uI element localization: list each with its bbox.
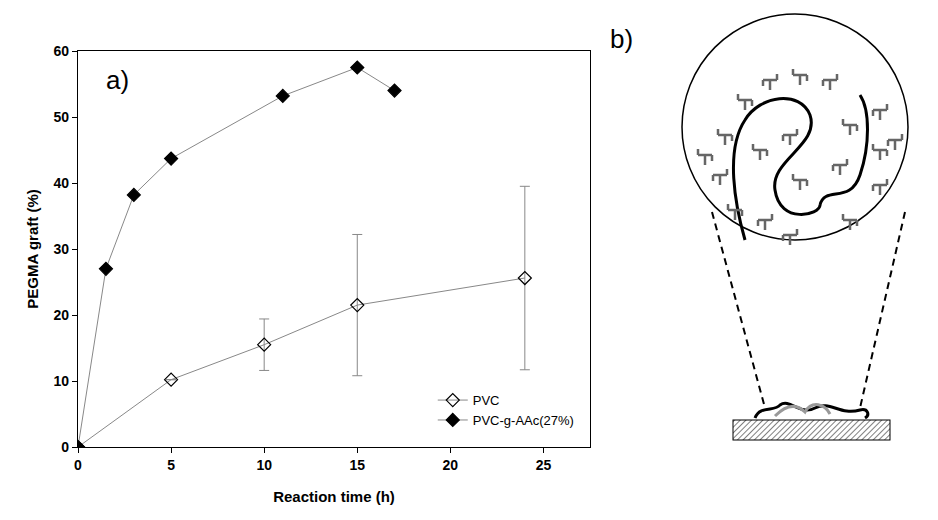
svg-text:20: 20	[54, 307, 70, 323]
svg-text:0: 0	[61, 439, 69, 455]
svg-text:PVC-g-AAc(27%): PVC-g-AAc(27%)	[473, 413, 574, 428]
svg-text:PEGMA graft (%): PEGMA graft (%)	[24, 189, 41, 308]
svg-text:0: 0	[74, 457, 82, 473]
svg-text:PVC: PVC	[473, 393, 500, 408]
svg-text:15: 15	[349, 457, 365, 473]
svg-text:60: 60	[54, 43, 70, 59]
svg-text:50: 50	[54, 109, 70, 125]
svg-text:5: 5	[167, 457, 175, 473]
svg-text:a): a)	[106, 65, 129, 95]
svg-text:10: 10	[54, 373, 70, 389]
svg-text:30: 30	[54, 241, 70, 257]
svg-text:25: 25	[536, 457, 552, 473]
svg-text:20: 20	[443, 457, 459, 473]
svg-text:Reaction time (h): Reaction time (h)	[273, 488, 395, 505]
svg-text:10: 10	[256, 457, 272, 473]
svg-text:b): b)	[610, 24, 633, 54]
svg-text:40: 40	[54, 175, 70, 191]
